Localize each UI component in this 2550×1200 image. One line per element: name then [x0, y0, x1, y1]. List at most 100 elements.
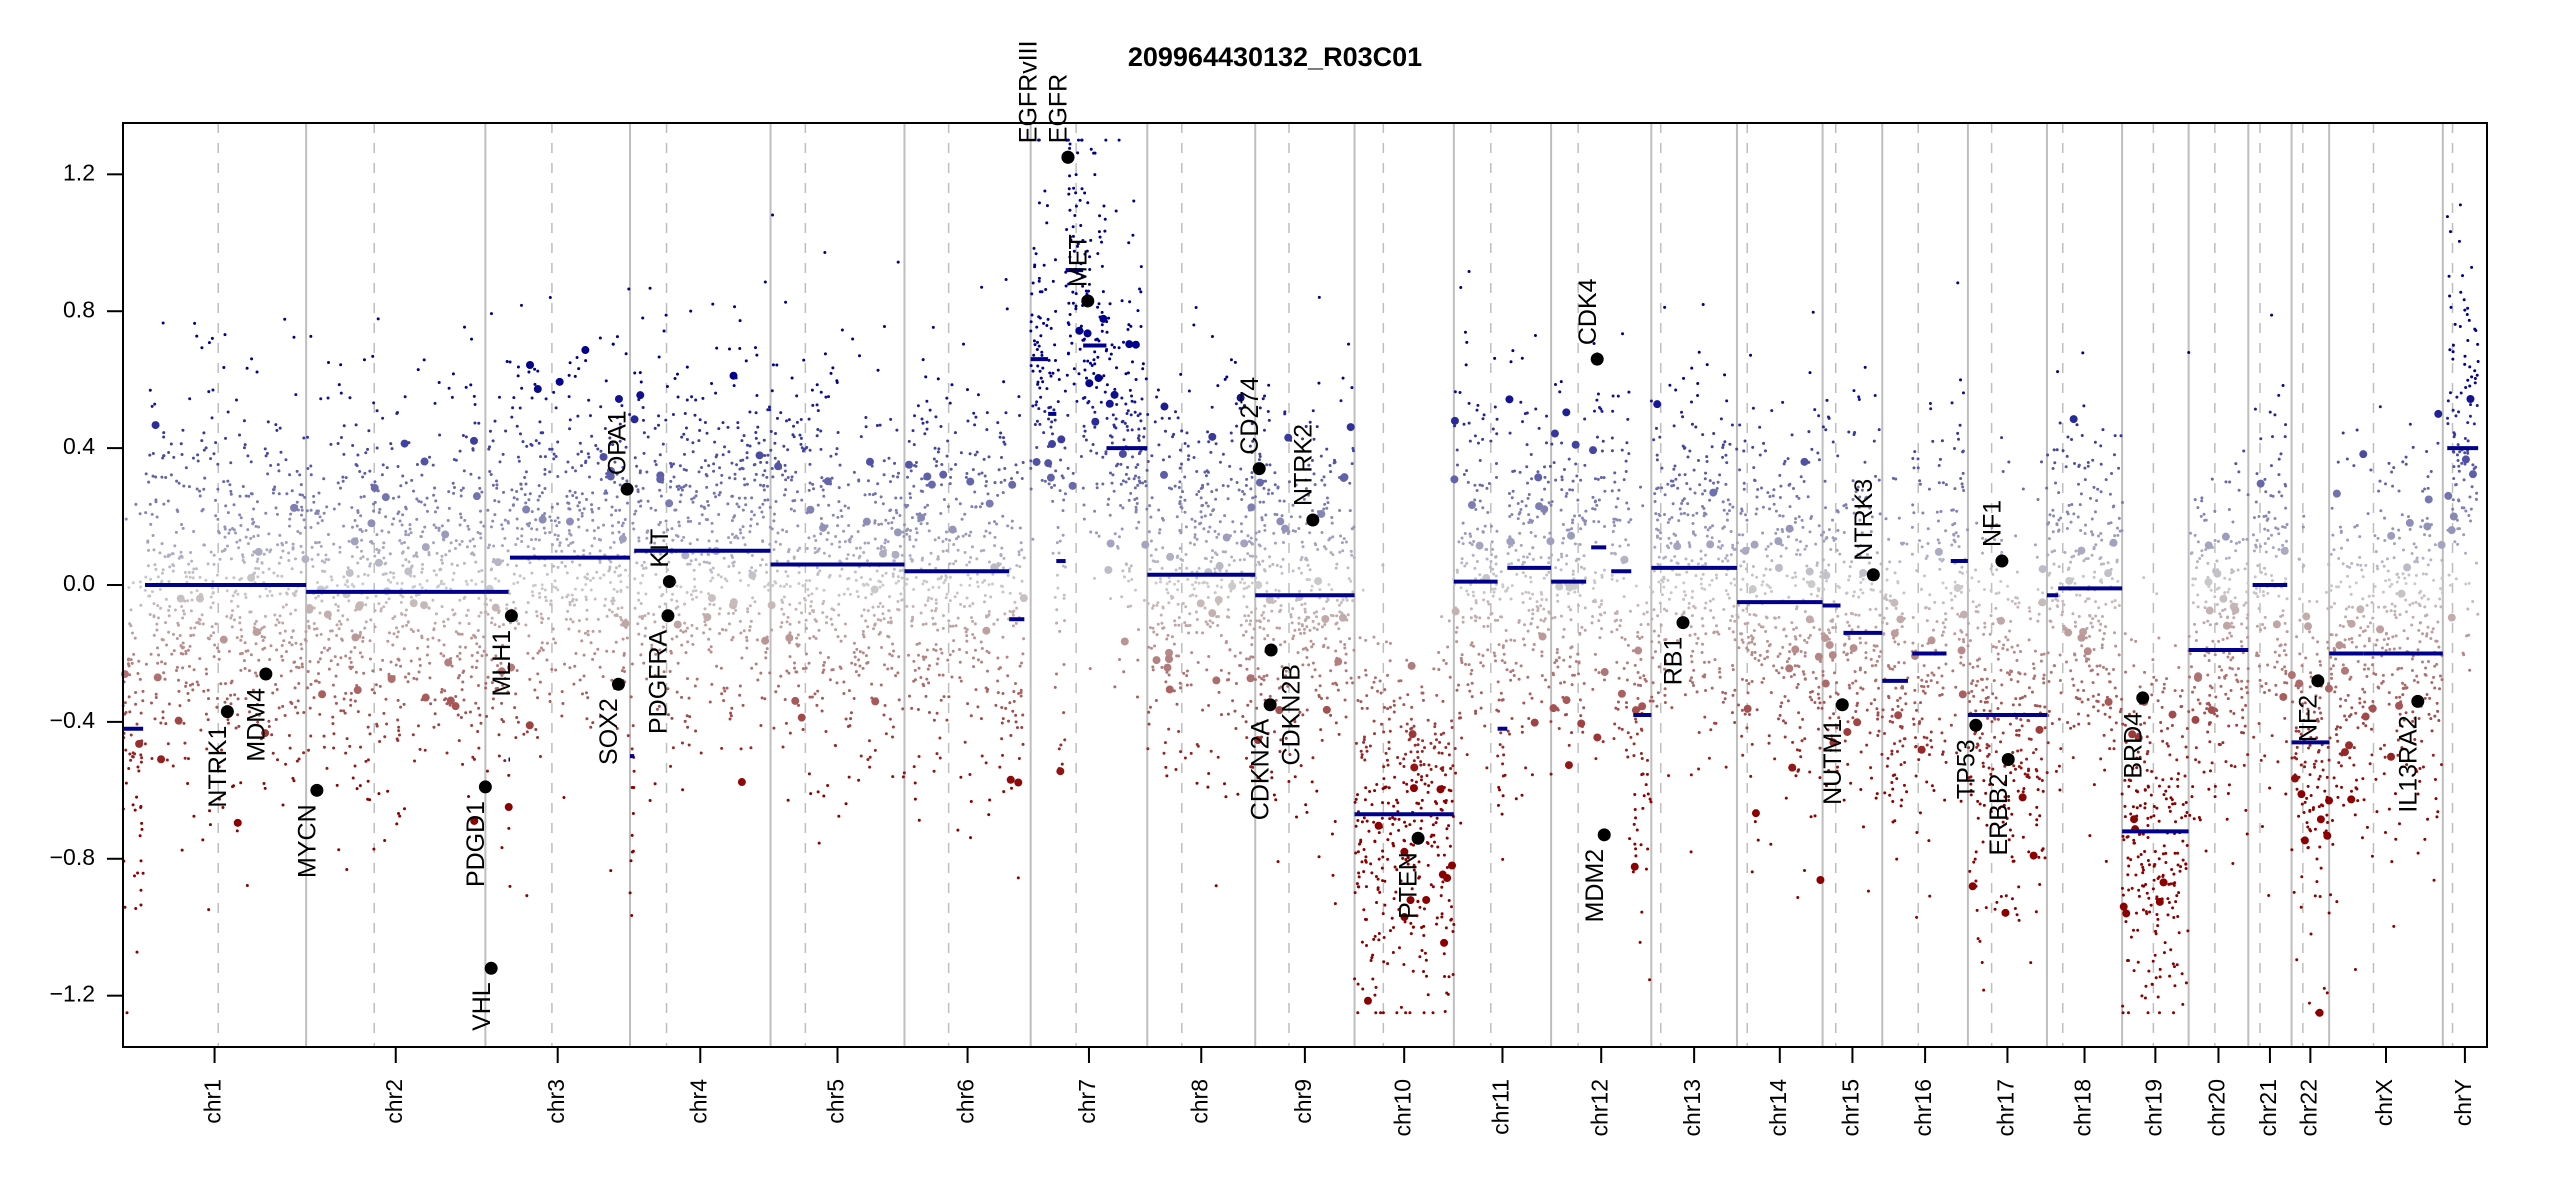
- probe-point: [1447, 619, 1451, 623]
- probe-point: [1018, 592, 1022, 596]
- probe-point: [534, 518, 538, 522]
- probe-point: [768, 505, 772, 509]
- probe-point: [1102, 374, 1106, 378]
- probe-point: [959, 602, 963, 606]
- probe-point: [551, 585, 555, 589]
- probe-point: [427, 553, 431, 557]
- probe-point: [580, 464, 584, 468]
- probe-point: [390, 522, 394, 526]
- probe-point: [433, 698, 437, 702]
- probe-point: [870, 464, 874, 468]
- probe-point: [788, 731, 792, 735]
- probe-point: [1349, 579, 1353, 583]
- probe-point: [252, 628, 261, 637]
- probe-point: [160, 660, 164, 664]
- probe-point: [181, 616, 185, 620]
- probe-point: [710, 381, 714, 385]
- probe-point: [316, 521, 320, 525]
- probe-point: [948, 401, 952, 405]
- probe-point: [387, 672, 391, 676]
- probe-point: [447, 386, 451, 390]
- probe-point: [1151, 665, 1155, 669]
- probe-point: [484, 610, 488, 614]
- probe-point: [799, 442, 803, 446]
- probe-point: [658, 520, 662, 524]
- probe-point: [1239, 581, 1243, 585]
- probe-point: [341, 475, 345, 479]
- probe-point: [908, 492, 912, 496]
- probe-point: [1037, 201, 1041, 205]
- probe-point: [528, 492, 532, 496]
- probe-point: [349, 667, 353, 671]
- probe-point: [781, 601, 785, 605]
- probe-point: [327, 558, 331, 562]
- probe-point: [1409, 750, 1413, 754]
- probe-point: [198, 657, 202, 661]
- probe-point: [1215, 488, 1219, 492]
- probe-point: [715, 539, 719, 543]
- probe-point: [229, 557, 233, 561]
- probe-point: [353, 699, 357, 703]
- probe-point: [755, 451, 764, 460]
- probe-point: [204, 712, 208, 716]
- probe-point: [639, 601, 643, 605]
- probe-point: [797, 684, 801, 688]
- probe-point: [809, 604, 813, 608]
- probe-point: [1315, 425, 1319, 429]
- probe-point: [1265, 589, 1269, 593]
- probe-point: [1240, 530, 1244, 534]
- probe-point: [1137, 439, 1141, 443]
- probe-point: [766, 498, 770, 502]
- probe-point: [428, 661, 432, 665]
- probe-point: [867, 739, 871, 743]
- probe-point: [965, 596, 969, 600]
- probe-point: [980, 471, 984, 475]
- probe-point: [632, 769, 636, 773]
- probe-point: [409, 599, 418, 608]
- probe-point: [807, 417, 811, 421]
- probe-point: [1350, 527, 1354, 531]
- probe-point: [678, 464, 682, 468]
- probe-point: [318, 690, 327, 699]
- probe-point: [1160, 416, 1164, 420]
- probe-point: [224, 682, 228, 686]
- probe-point: [748, 530, 752, 534]
- probe-point: [256, 534, 260, 538]
- probe-point: [746, 610, 750, 614]
- probe-point: [1040, 478, 1044, 482]
- probe-point: [1297, 622, 1301, 626]
- probe-point: [1292, 634, 1296, 638]
- probe-point: [1311, 409, 1315, 413]
- probe-point: [606, 719, 610, 723]
- probe-point: [815, 587, 819, 591]
- probe-point: [881, 583, 885, 587]
- probe-point: [1129, 413, 1133, 417]
- probe-point: [291, 776, 295, 780]
- probe-point: [277, 469, 281, 473]
- probe-point: [671, 746, 675, 750]
- probe-point: [312, 606, 316, 610]
- probe-point: [781, 528, 785, 532]
- probe-point: [231, 594, 235, 598]
- probe-point: [400, 523, 404, 527]
- probe-point: [250, 553, 254, 557]
- probe-point: [1124, 480, 1128, 484]
- probe-point: [1160, 470, 1169, 479]
- probe-point: [786, 615, 790, 619]
- probe-point: [1334, 566, 1338, 570]
- probe-point: [506, 690, 510, 694]
- probe-point: [727, 476, 731, 480]
- probe-point: [1019, 691, 1023, 695]
- probe-point: [919, 611, 923, 615]
- probe-point: [199, 592, 203, 596]
- probe-point: [159, 721, 163, 725]
- probe-point: [1072, 249, 1076, 253]
- probe-point: [378, 740, 382, 744]
- probe-point: [996, 679, 1000, 683]
- probe-point: [814, 636, 818, 640]
- probe-point: [1074, 304, 1078, 308]
- probe-point: [319, 397, 323, 401]
- probe-point: [1209, 450, 1213, 454]
- probe-point: [1051, 279, 1055, 283]
- probe-point: [895, 511, 899, 515]
